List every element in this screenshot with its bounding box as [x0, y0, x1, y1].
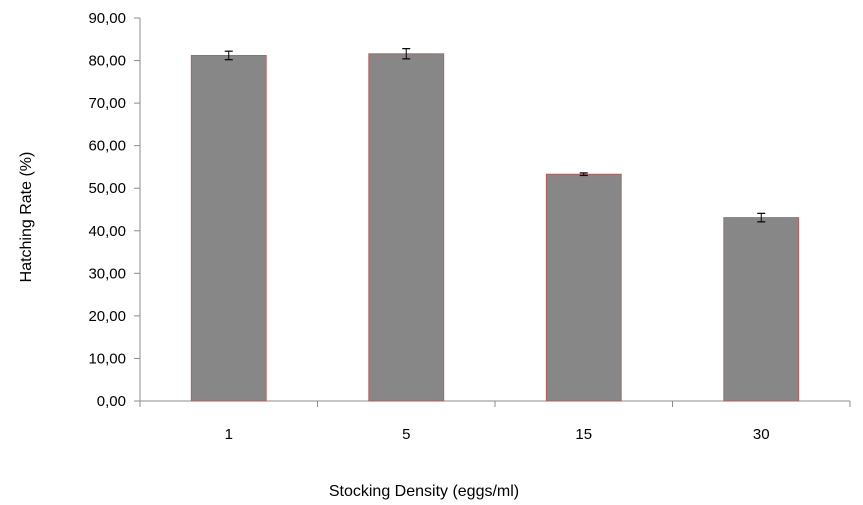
x-tick-label: 15 [575, 426, 592, 443]
x-tick-label: 1 [225, 426, 233, 443]
error-bar-15 [579, 172, 588, 177]
bars [190, 53, 800, 402]
x-axis: 1 5 15 30 [139, 400, 851, 443]
y-tick-label: 30,00 [88, 265, 126, 282]
x-tick-label: 30 [753, 426, 770, 443]
bar-5 [368, 53, 445, 402]
y-axis: 0,00 10,00 20,00 30,00 40,00 50,00 60,00 70,00 8… [88, 10, 141, 410]
y-tick-label: 40,00 [88, 223, 126, 240]
y-tick-label: 70,00 [88, 95, 126, 112]
error-bar-30 [757, 212, 766, 223]
error-bar-5 [402, 48, 411, 60]
error-bars [224, 48, 766, 223]
y-tick-label: 80,00 [88, 53, 126, 70]
y-axis-title: Hatching Rate (%) [18, 152, 35, 283]
y-tick-label: 90,00 [88, 10, 126, 27]
y-tick-label: 60,00 [88, 138, 126, 155]
y-tick-label: 10,00 [88, 350, 126, 367]
x-axis-title: Stocking Density (eggs/ml) [329, 483, 519, 500]
y-tick-label: 0,00 [97, 393, 126, 410]
error-bar-1 [224, 50, 233, 61]
x-tick-label: 5 [402, 426, 410, 443]
bar-1 [190, 55, 267, 402]
y-tick-label: 20,00 [88, 308, 126, 325]
bar-15 [545, 173, 622, 402]
y-tick-label: 50,00 [88, 180, 126, 197]
bar-30 [723, 217, 800, 402]
